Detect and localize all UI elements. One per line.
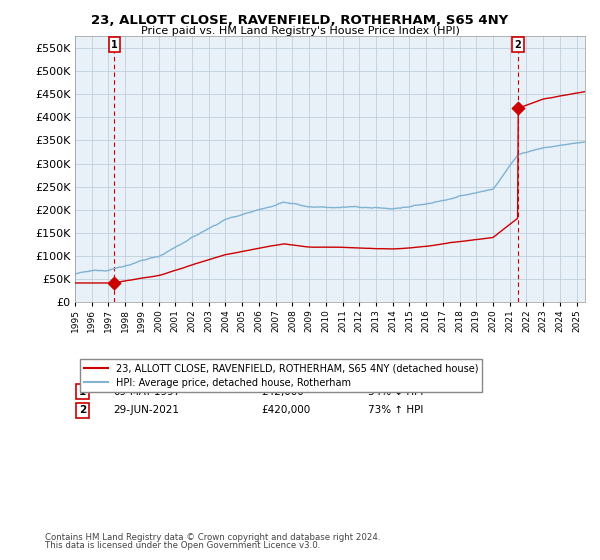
Point bbox=[513, 104, 523, 113]
Text: This data is licensed under the Open Government Licence v3.0.: This data is licensed under the Open Gov… bbox=[45, 541, 320, 550]
Text: £420,000: £420,000 bbox=[261, 405, 310, 415]
Text: £42,000: £42,000 bbox=[261, 386, 304, 396]
Text: 34% ↓ HPI: 34% ↓ HPI bbox=[368, 386, 424, 396]
Text: Price paid vs. HM Land Registry's House Price Index (HPI): Price paid vs. HM Land Registry's House … bbox=[140, 26, 460, 36]
Text: 1: 1 bbox=[111, 40, 118, 50]
Text: 29-JUN-2021: 29-JUN-2021 bbox=[113, 405, 179, 415]
Text: 1: 1 bbox=[79, 386, 86, 396]
Text: 23, ALLOTT CLOSE, RAVENFIELD, ROTHERHAM, S65 4NY: 23, ALLOTT CLOSE, RAVENFIELD, ROTHERHAM,… bbox=[91, 14, 509, 27]
Text: 73% ↑ HPI: 73% ↑ HPI bbox=[368, 405, 424, 415]
Text: 09-MAY-1997: 09-MAY-1997 bbox=[113, 386, 181, 396]
Text: 2: 2 bbox=[515, 40, 521, 50]
Text: Contains HM Land Registry data © Crown copyright and database right 2024.: Contains HM Land Registry data © Crown c… bbox=[45, 533, 380, 542]
Legend: 23, ALLOTT CLOSE, RAVENFIELD, ROTHERHAM, S65 4NY (detached house), HPI: Average : 23, ALLOTT CLOSE, RAVENFIELD, ROTHERHAM,… bbox=[80, 359, 482, 392]
Text: 2: 2 bbox=[79, 405, 86, 415]
Point bbox=[110, 278, 119, 287]
